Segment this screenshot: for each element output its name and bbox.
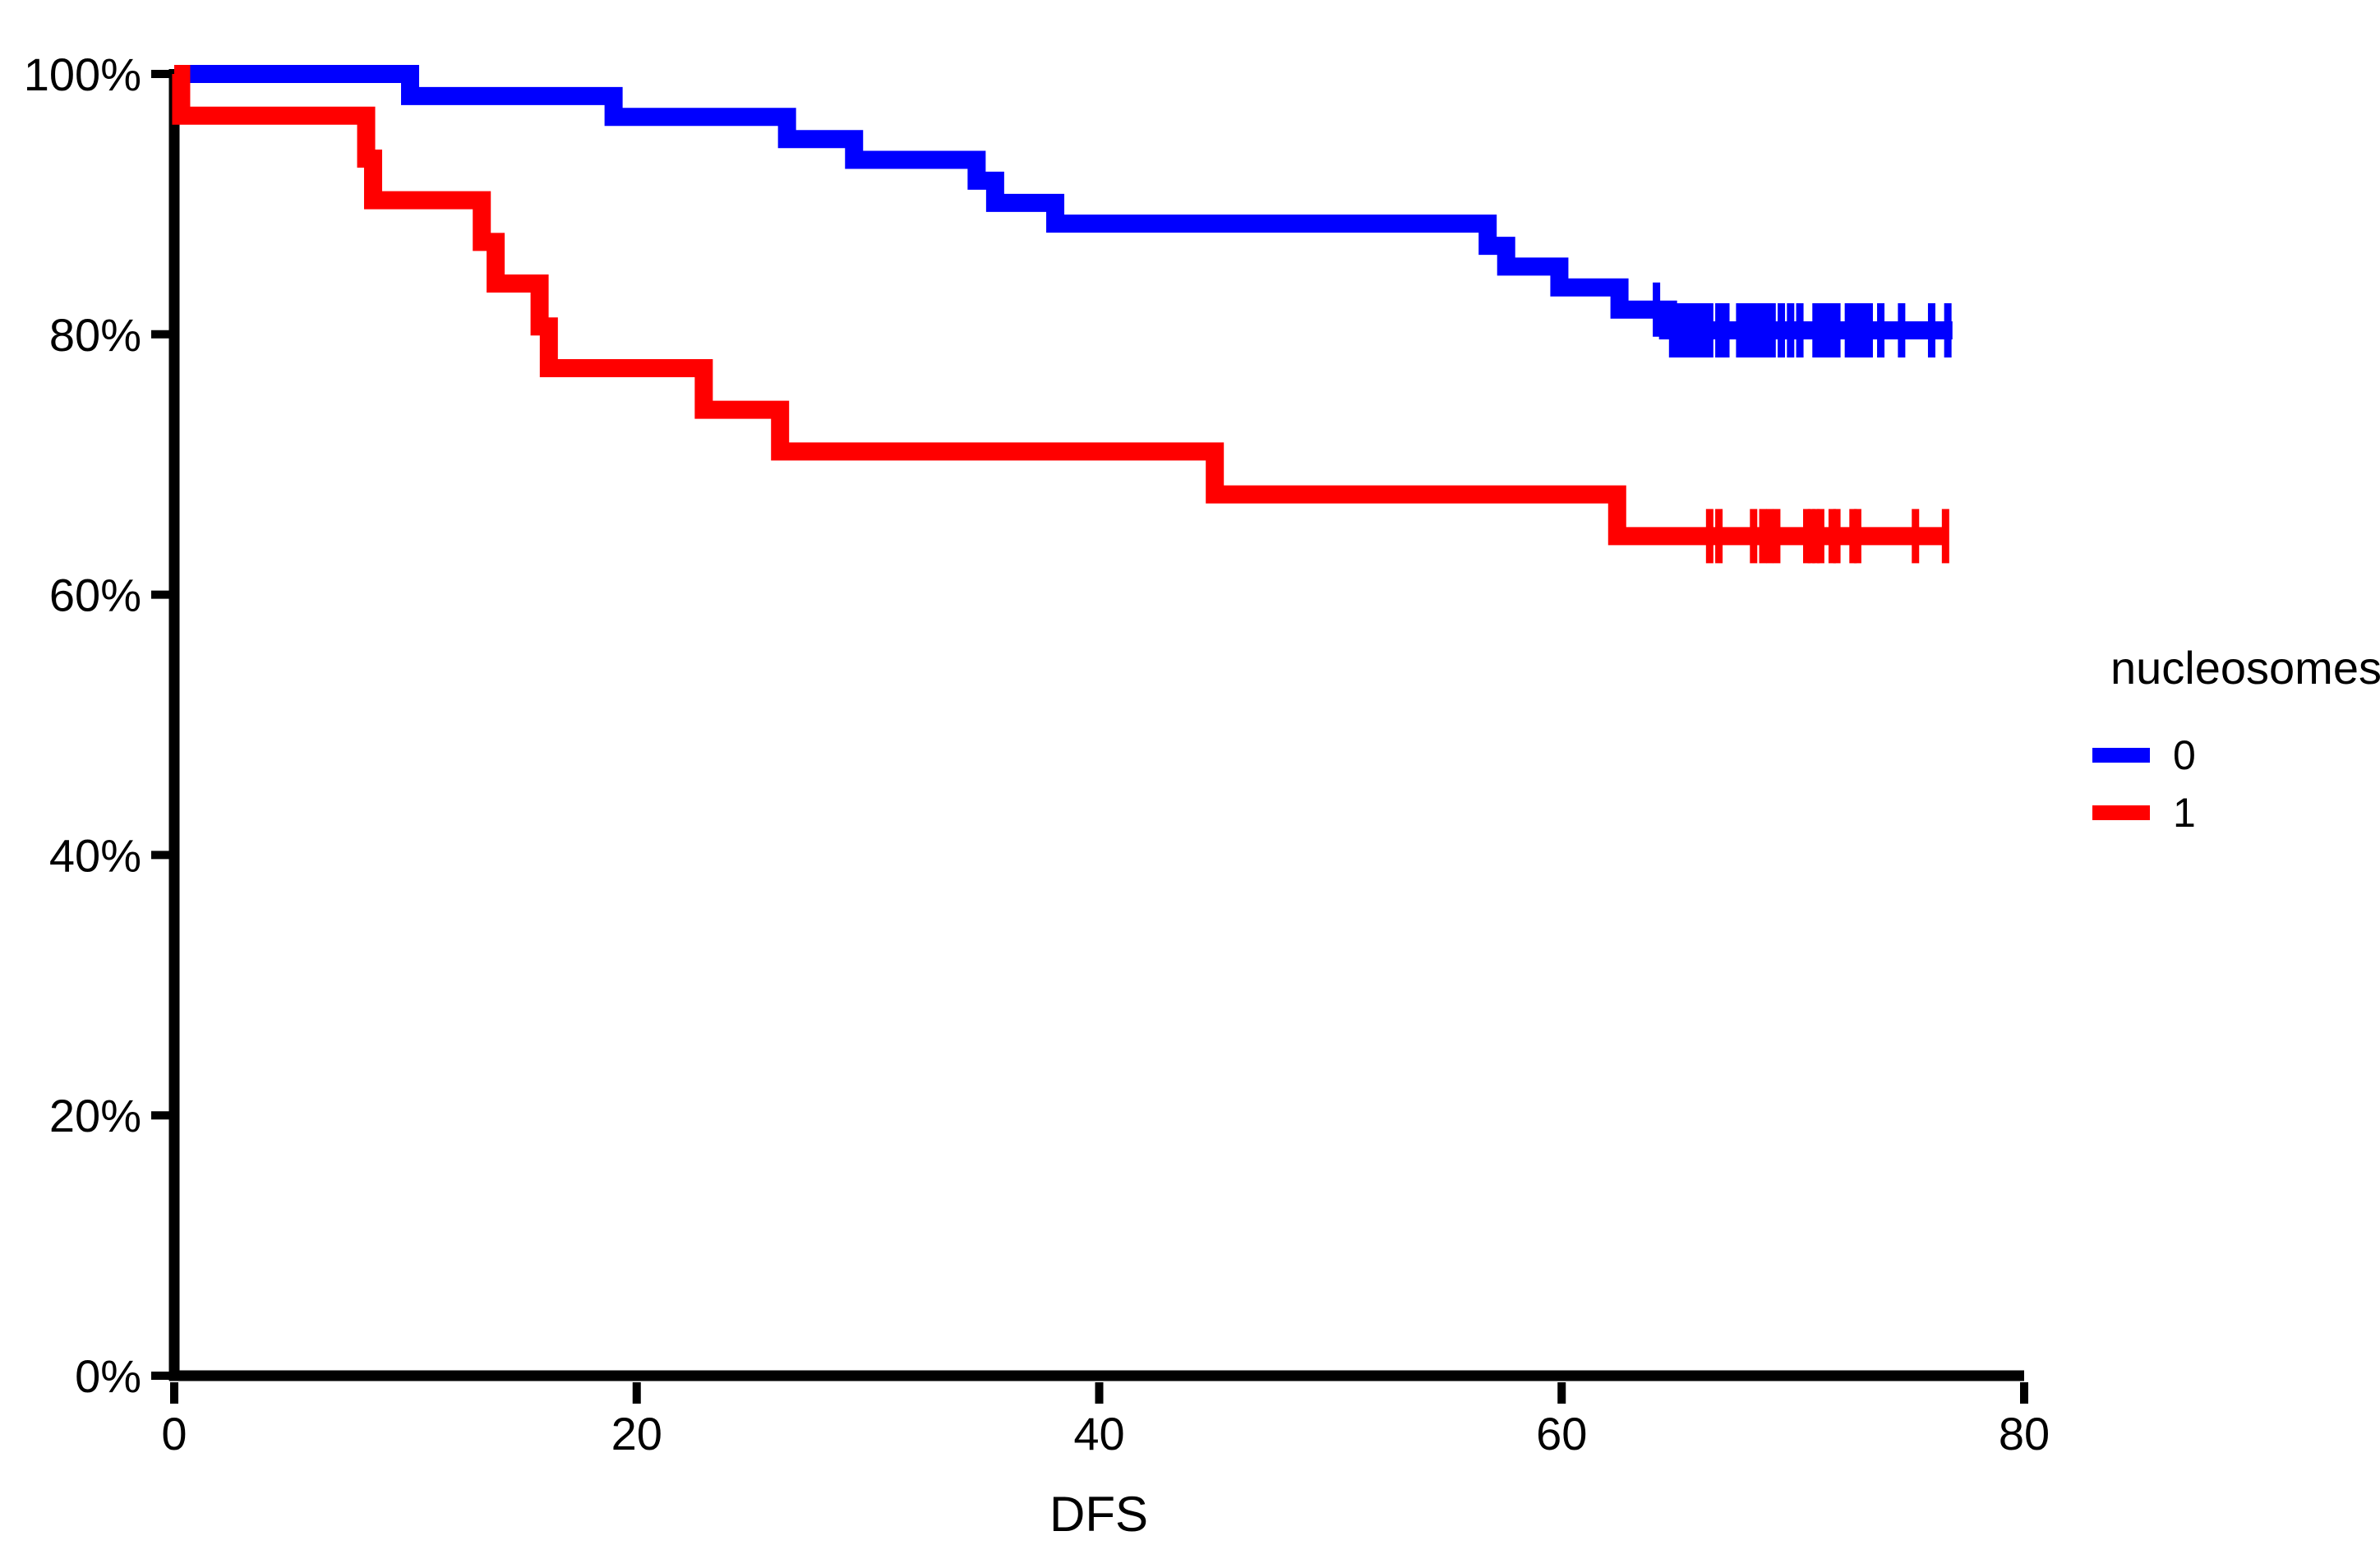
legend-title: nucleosomes (2110, 642, 2380, 694)
km-curves (172, 65, 1953, 564)
x-tick-label: 20 (611, 1408, 662, 1460)
y-tick-label: 80% (49, 309, 141, 361)
y-tick-label: 60% (49, 570, 141, 621)
y-axis-ticks: 0% 20% 40% 60% 80% 100% (24, 48, 171, 1402)
legend-label-group-1: 1 (2173, 790, 2196, 836)
axes: 0% 20% 40% 60% 80% 100% 0 20 40 60 80 (24, 48, 2050, 1460)
x-tick-label: 80 (1999, 1408, 2050, 1460)
legend-swatch-blue (2092, 748, 2150, 763)
km-curve-nucleosomes-1 (172, 65, 1949, 546)
y-tick-label: 0% (75, 1350, 141, 1402)
legend-item-group-1: 1 (2092, 789, 2196, 837)
y-tick-label: 20% (49, 1090, 141, 1141)
km-curve-nucleosomes-0 (174, 65, 1953, 340)
y-tick-label: 40% (49, 829, 141, 881)
x-tick-label: 60 (1536, 1408, 1587, 1460)
legend-label-group-0: 0 (2173, 732, 2196, 778)
censor-marks-nucleosomes-1 (1705, 509, 1949, 564)
x-axis-ticks: 0 20 40 60 80 (161, 1382, 2050, 1460)
x-tick-label: 0 (161, 1408, 187, 1460)
x-tick-label: 40 (1073, 1408, 1124, 1460)
x-axis-title: DFS (1049, 1487, 1148, 1542)
legend-item-group-0: 0 (2092, 731, 2196, 779)
censor-marks-nucleosomes-0 (1653, 282, 1952, 358)
y-tick-label: 100% (24, 48, 141, 100)
legend-swatch-red (2092, 805, 2150, 820)
